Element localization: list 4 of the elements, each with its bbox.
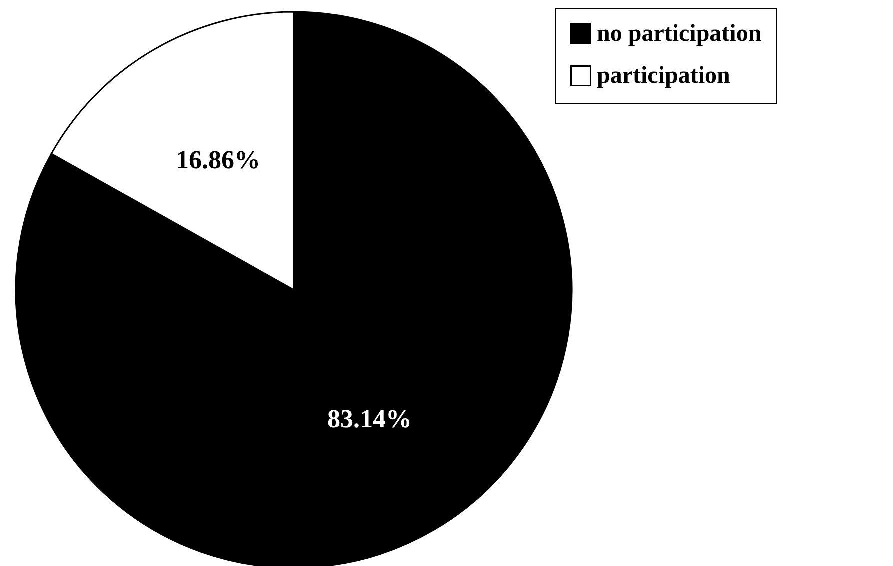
data-label: 16.86% [176,146,260,175]
legend-label: no participation [597,21,762,47]
legend-label: participation [597,63,730,89]
data-label: 83.14% [328,404,412,434]
